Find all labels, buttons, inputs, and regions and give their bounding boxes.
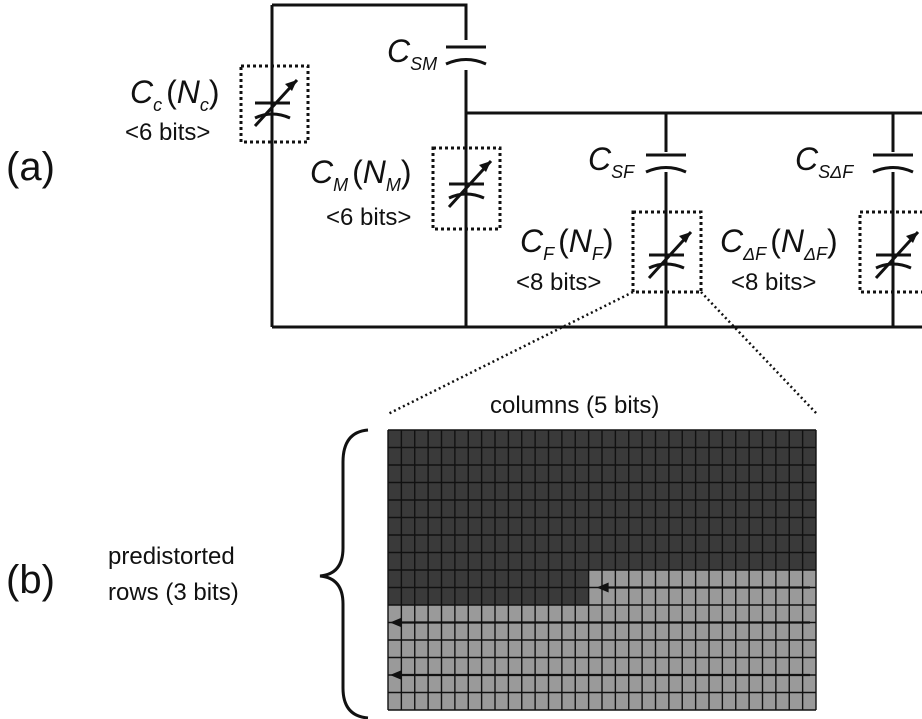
varcap-cc — [241, 66, 308, 142]
label-cc: Cc (Nc) <6 bits> — [125, 74, 220, 146]
wire-top — [272, 5, 466, 40]
label-csm: CSM — [387, 33, 437, 74]
panel-b-tag: (b) — [6, 558, 55, 602]
rows-brace — [320, 430, 368, 718]
label-csdf: CSΔF — [795, 141, 854, 182]
zoom-line-right — [701, 292, 817, 414]
rows-label-line1: predistorted — [108, 543, 235, 570]
svg-text:CΔF(NΔF): CΔF (NΔF) — [720, 223, 838, 264]
panel-a-tag: (a) — [6, 145, 55, 189]
label-cm: CM (NM) <6 bits> — [310, 154, 412, 231]
capacitor-csdf — [873, 155, 913, 172]
varcap-cdf — [860, 212, 922, 292]
columns-label: columns (5 bits) — [490, 392, 659, 419]
label-cm-bits: <6 bits> — [326, 204, 411, 231]
varcap-cdf-box — [860, 212, 922, 292]
label-csf: CSF — [588, 141, 635, 182]
label-cf-bits: <8 bits> — [516, 269, 601, 296]
capacitor-csf — [646, 155, 686, 172]
rows-label-line2: rows (3 bits) — [108, 579, 239, 606]
label-cc-bits: <6 bits> — [125, 119, 210, 146]
label-cf: CF (NF) <8 bits> — [516, 223, 614, 296]
svg-text:CF(NF): CF (NF) — [520, 223, 614, 264]
svg-text:Cc(Nc): Cc (Nc) — [130, 74, 220, 115]
label-cdf: CΔF (NΔF) <8 bits> — [720, 223, 838, 296]
capacitor-csm — [446, 47, 486, 64]
capacitor-array — [388, 430, 816, 710]
svg-text:CM(NM): CM (NM) — [310, 154, 412, 195]
label-cdf-bits: <8 bits> — [731, 269, 816, 296]
